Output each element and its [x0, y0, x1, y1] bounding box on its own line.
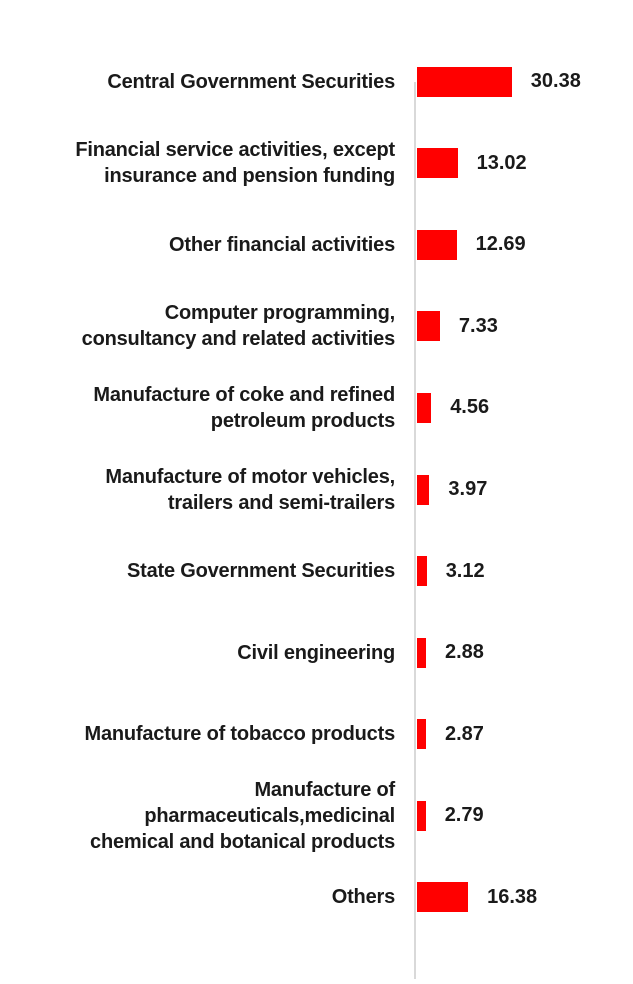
- bar: [417, 311, 440, 342]
- y-axis-line: [414, 82, 416, 979]
- value-label: 4.56: [450, 396, 490, 419]
- bar: [417, 148, 458, 179]
- value-label: 13.02: [476, 151, 527, 174]
- chart-row: Financial service activities, except ins…: [0, 123, 633, 205]
- chart-row: Computer programming, consultancy and re…: [0, 286, 633, 368]
- category-label: Computer programming, consultancy and re…: [81, 302, 396, 351]
- bar-chart: Central Government Securities 30.38 Financ…: [0, 41, 633, 979]
- category-label: Central Government Securities: [107, 70, 395, 93]
- chart-rows: Central Government Securities 30.38 Financ…: [0, 41, 633, 938]
- value-label: 12.69: [475, 233, 526, 256]
- bar: [417, 637, 426, 668]
- bar: [417, 229, 457, 260]
- bar: [417, 392, 432, 423]
- category-label: Civil engineering: [237, 641, 395, 664]
- value-label: 7.33: [458, 314, 498, 337]
- category-label: Others: [331, 886, 395, 909]
- chart-row: Others 16.38: [0, 856, 633, 938]
- bar: [417, 800, 426, 831]
- chart-row: Manufacture of coke and refined petroleu…: [0, 367, 633, 449]
- value-label: 3.12: [445, 559, 485, 582]
- chart-row: Manufacture of pharmaceuticals,medicinal…: [0, 775, 633, 857]
- bar: [417, 66, 512, 97]
- category-label: Other financial activities: [169, 233, 395, 256]
- chart-row: Manufacture of motor vehicles, trailers …: [0, 449, 633, 531]
- chart-row: Civil engineering 2.88: [0, 612, 633, 694]
- bar: [417, 882, 469, 913]
- category-label: Manufacture of coke and refined petroleu…: [93, 383, 395, 432]
- category-label: Manufacture of pharmaceuticals,medicinal…: [90, 778, 395, 853]
- category-label: Manufacture of tobacco products: [84, 723, 396, 746]
- category-label: State Government Securities: [126, 560, 395, 583]
- bar: [417, 474, 430, 505]
- value-label: 2.79: [444, 804, 484, 827]
- value-label: 30.38: [530, 70, 581, 93]
- chart-row: Central Government Securities 30.38: [0, 41, 633, 123]
- value-label: 2.87: [445, 722, 484, 745]
- chart-row: Other financial activities 12.69: [0, 204, 633, 286]
- chart-row: Manufacture of tobacco products 2.87: [0, 693, 633, 775]
- category-label: Financial service activities, except ins…: [75, 139, 395, 188]
- chart-row: State Government Securities 3.12: [0, 530, 633, 612]
- category-label: Manufacture of motor vehicles, trailers …: [105, 465, 395, 514]
- value-label: 2.88: [445, 641, 484, 664]
- bar: [417, 719, 426, 750]
- bar: [417, 556, 427, 587]
- value-label: 3.97: [448, 478, 488, 500]
- value-label: 16.38: [487, 885, 538, 908]
